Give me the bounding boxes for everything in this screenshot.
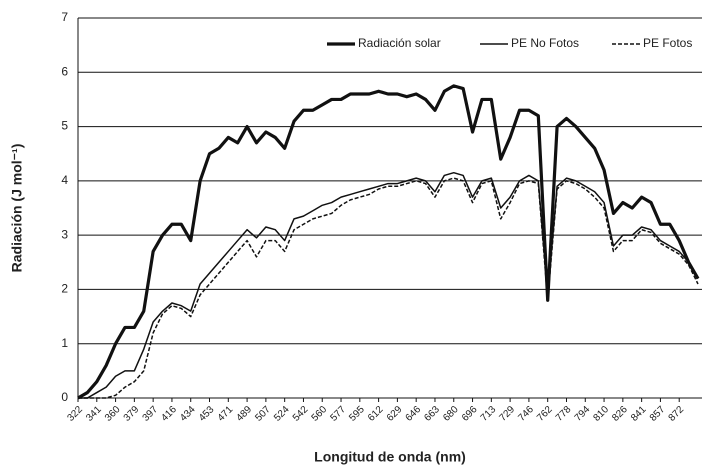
x-tick-label: 507 [253,404,273,424]
x-tick-label: 629 [385,404,405,424]
legend-label: Radiación solar [358,36,441,50]
x-tick-label: 663 [422,404,442,424]
x-tick-label: 524 [272,404,292,424]
x-tick-label: 379 [122,404,142,424]
x-tick-label: 341 [84,404,104,424]
x-tick-label: 434 [178,404,198,424]
x-tick-label: 322 [65,404,85,424]
series-line [77,84,700,400]
legend-label: PE No Fotos [511,36,579,50]
x-tick-label: 560 [310,404,330,424]
y-tick-label: 2 [61,282,68,296]
x-tick-label: 646 [404,404,424,424]
series-line [78,171,699,399]
x-tick-label: 826 [610,404,630,424]
y-tick-label: 0 [61,390,68,404]
x-tick-label: 397 [141,404,161,424]
y-tick-label: 7 [61,10,68,24]
x-tick-label: 696 [460,404,480,424]
x-tick-label: 857 [648,404,668,424]
x-tick-label: 542 [291,404,311,424]
y-tick-label: 4 [61,173,68,187]
x-tick-label: 810 [591,404,611,424]
y-axis-title: Radiación (J mol⁻¹) [9,144,25,273]
x-tick-label: 612 [366,404,386,424]
y-tick-label: 3 [61,227,68,241]
series-line [78,177,699,399]
x-tick-label: 453 [197,404,217,424]
x-tick-label: 762 [535,404,555,424]
x-tick-label: 778 [554,404,574,424]
y-tick-label: 5 [61,119,68,133]
x-tick-label: 729 [498,404,518,424]
y-tick-label: 1 [61,336,68,350]
x-tick-label: 794 [573,404,593,424]
y-tick-label: 6 [61,64,68,78]
x-tick-label: 489 [235,404,255,424]
x-tick-label: 680 [441,404,461,424]
legend-label: PE Fotos [643,36,692,50]
x-tick-label: 577 [328,404,348,424]
x-tick-label: 713 [479,404,499,424]
x-axis-title: Longitud de onda (nm) [314,449,466,465]
x-tick-label: 595 [347,404,367,424]
x-tick-label: 872 [667,404,687,424]
x-tick-label: 841 [629,404,649,424]
x-tick-label: 471 [216,404,236,424]
x-tick-label: 360 [103,404,123,424]
x-tick-label: 746 [516,404,536,424]
x-tick-label: 416 [159,404,179,424]
